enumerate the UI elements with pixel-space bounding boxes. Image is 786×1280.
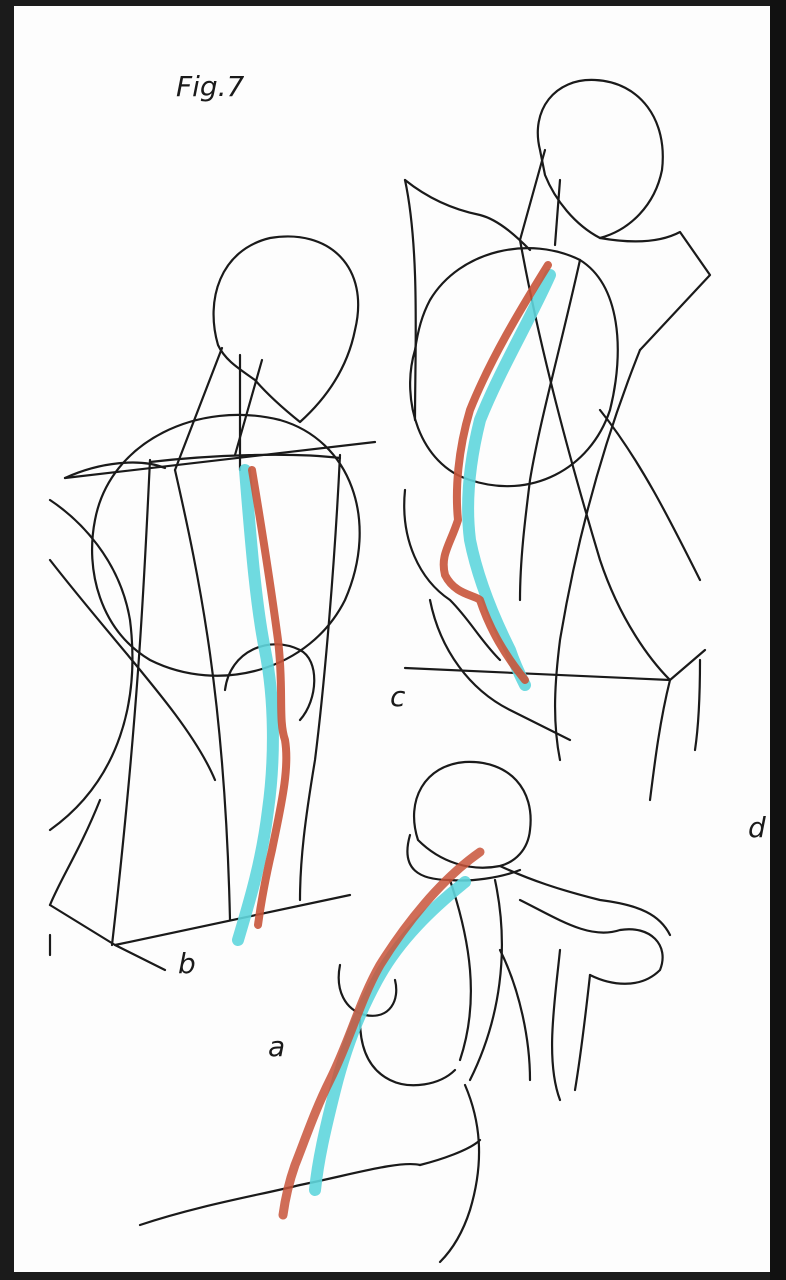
figure-a-sketch [138, 760, 672, 1264]
figure-b-spine-cyan [232, 464, 279, 946]
figure-c-spine-cyan [462, 269, 556, 691]
label-c: c [390, 680, 406, 713]
spine-overlays [232, 261, 556, 1220]
figure-title: Fig.7 [176, 70, 245, 103]
figure-b-spine-red [248, 466, 291, 929]
figure-a-head [413, 760, 532, 869]
label-a: a [268, 1030, 286, 1063]
figure-c-head [536, 78, 664, 240]
figure-c-spine-red [439, 261, 552, 684]
figure-a-spine-red [278, 847, 485, 1220]
figure-b-rib-circle [91, 413, 361, 677]
figure-c-rib-circle [409, 247, 619, 488]
figure-b-head [212, 235, 360, 424]
scan-edge [770, 0, 786, 1280]
figure-a-spine-cyan [309, 876, 471, 1196]
label-b: b [178, 947, 196, 980]
figure-b-sketch [48, 235, 377, 972]
label-d: d [748, 811, 766, 844]
figure-c-sketch [403, 78, 712, 802]
